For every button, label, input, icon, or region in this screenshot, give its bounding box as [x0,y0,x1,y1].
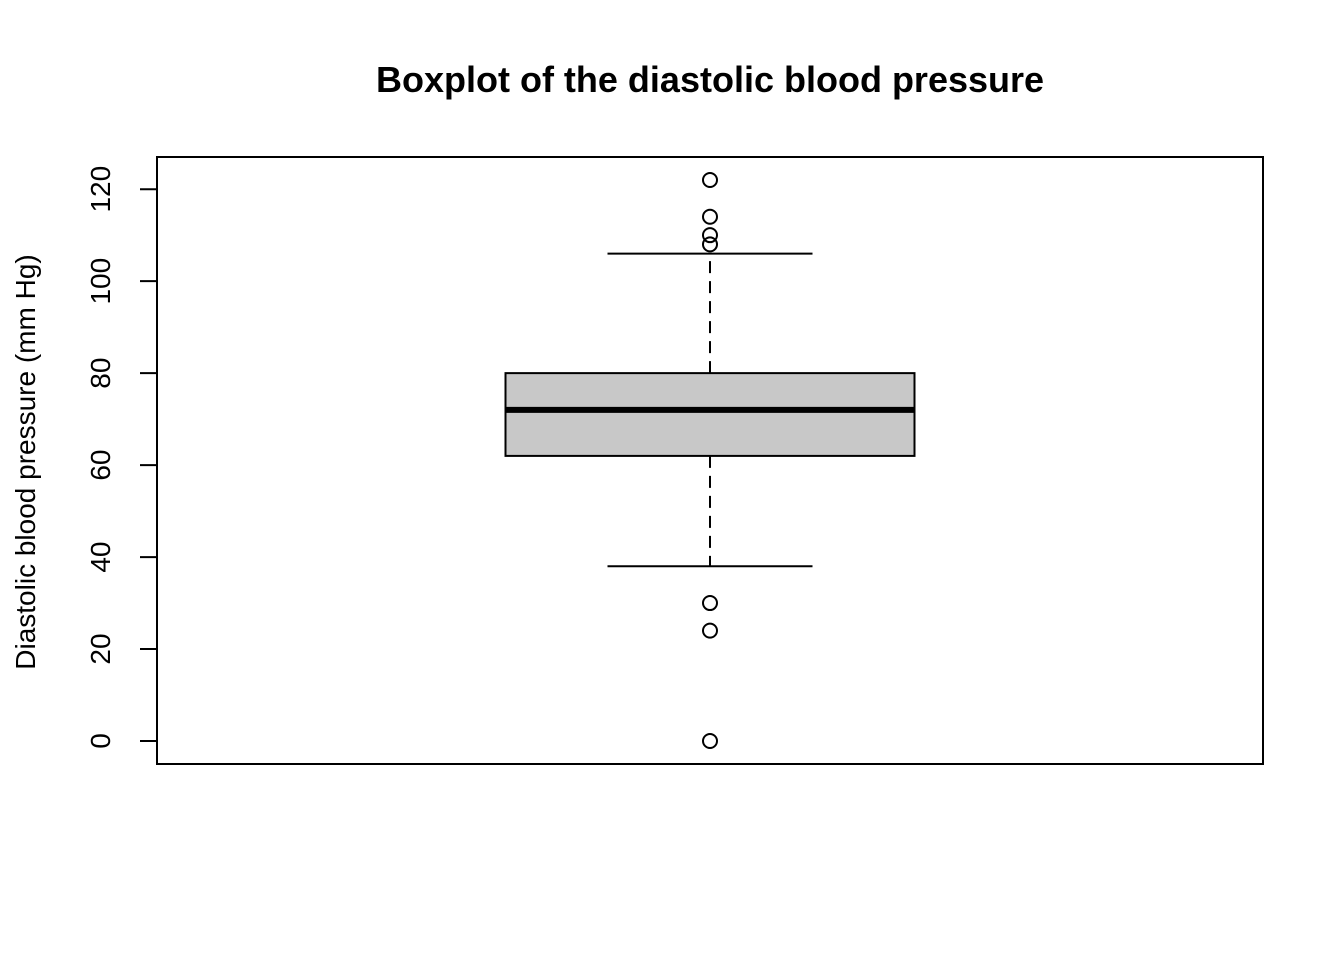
outlier-point [702,733,718,750]
outlier-point [702,622,718,639]
y-axis: 0 20 40 60 80 100 120 [85,166,158,749]
y-tick-label: 100 [85,258,116,305]
box-group [504,252,916,568]
y-tick-label: 80 [85,358,116,389]
interquartile-box [504,372,916,457]
outlier-point [702,595,718,612]
y-tick-label: 60 [85,450,116,481]
y-tick-label: 20 [85,633,116,664]
y-tick-label: 0 [85,733,116,749]
chart-title: Boxplot of the diastolic blood pressure [376,59,1044,100]
outlier-group [702,171,718,750]
outlier-point [702,236,718,253]
y-axis-label: Diastolic blood pressure (mm Hg) [10,254,41,669]
outlier-point [702,208,718,225]
y-tick-label: 120 [85,166,116,213]
outlier-point [702,227,718,244]
outlier-point [702,171,718,188]
y-tick-label: 40 [85,541,116,572]
